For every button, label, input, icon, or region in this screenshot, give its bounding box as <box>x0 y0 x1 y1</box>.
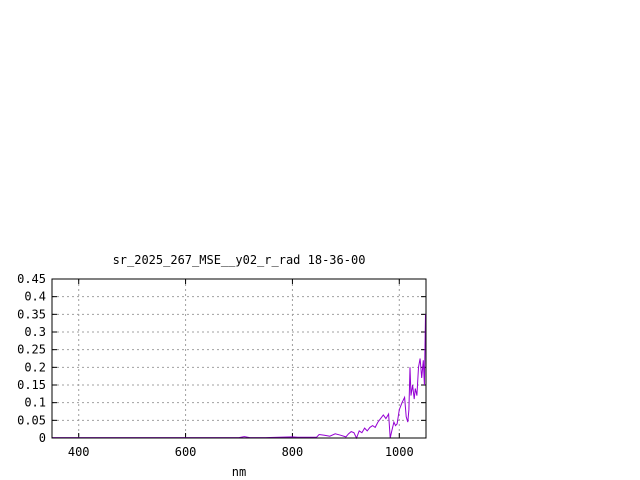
y-tick-label: 0.2 <box>24 360 46 374</box>
y-tick-label: 0.3 <box>24 325 46 339</box>
chart-title: sr_2025_267_MSE__y02_r_rad 18-36-00 <box>113 253 366 267</box>
y-tick-label: 0.35 <box>17 307 46 321</box>
x-tick-label: 600 <box>175 445 197 459</box>
x-axis-label: nm <box>232 465 246 479</box>
x-tick-label: 400 <box>68 445 90 459</box>
y-tick-label: 0.15 <box>17 378 46 392</box>
x-tick-label: 800 <box>282 445 304 459</box>
y-tick-label: 0.45 <box>17 272 46 286</box>
y-tick-label: 0.25 <box>17 343 46 357</box>
x-axis: 400 600 800 1000 <box>68 279 414 459</box>
y-tick-label: 0.05 <box>17 413 46 427</box>
y-tick-label: 0 <box>39 431 46 445</box>
series-line <box>52 314 426 440</box>
plot-border <box>51 278 427 439</box>
y-tick-label: 0.1 <box>24 396 46 410</box>
y-axis: 0 0.05 0.1 0.15 0.2 0.25 0.3 0.35 0.4 0.45 <box>17 272 426 445</box>
y-tick-label: 0.4 <box>24 290 46 304</box>
grid <box>52 279 426 438</box>
x-tick-label: 1000 <box>385 445 414 459</box>
